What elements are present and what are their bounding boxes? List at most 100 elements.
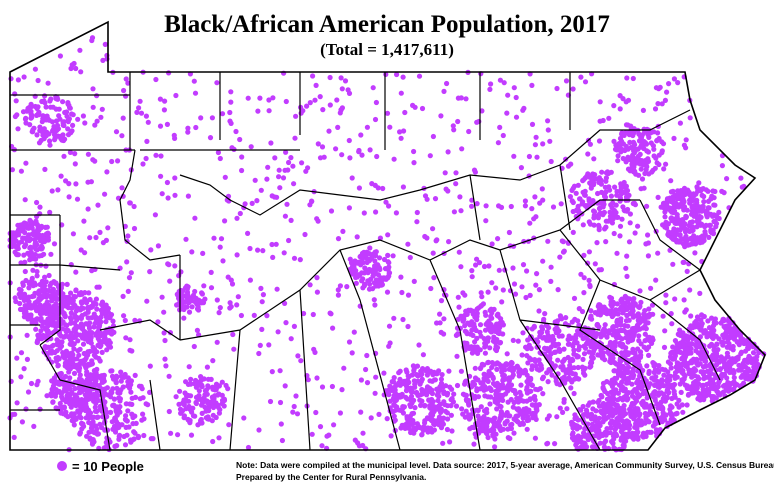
dot <box>626 317 632 323</box>
dot <box>97 338 103 344</box>
dot <box>245 95 251 101</box>
dot <box>248 144 254 150</box>
dot <box>490 374 496 380</box>
dot <box>491 427 497 433</box>
dot <box>474 256 480 262</box>
dot <box>228 99 234 105</box>
dot <box>662 224 668 230</box>
dot <box>707 380 713 386</box>
dot <box>440 384 446 390</box>
dot <box>610 392 616 398</box>
dot <box>600 350 606 356</box>
dot <box>687 287 693 293</box>
dot <box>601 440 607 446</box>
dot <box>485 434 491 441</box>
dot <box>616 141 622 147</box>
dot <box>738 351 744 357</box>
dot <box>498 385 504 391</box>
dot <box>612 431 618 437</box>
dot <box>183 236 189 242</box>
dot <box>642 410 649 417</box>
dot <box>505 426 511 432</box>
dot <box>484 406 490 412</box>
dot <box>670 209 677 216</box>
dot <box>43 104 49 110</box>
dot <box>335 287 341 293</box>
dot <box>671 204 677 210</box>
dot <box>387 398 393 404</box>
dot <box>33 326 39 332</box>
dot <box>115 158 121 164</box>
dot <box>685 392 692 398</box>
dot <box>669 395 675 402</box>
dot <box>661 372 667 378</box>
dot <box>653 85 660 91</box>
dot <box>664 89 670 95</box>
dot <box>487 401 493 407</box>
dot <box>741 380 747 386</box>
dot <box>372 258 378 264</box>
dot <box>68 320 74 326</box>
dot <box>483 377 489 383</box>
dot <box>143 155 149 162</box>
dot <box>32 241 38 247</box>
dot <box>168 430 174 436</box>
dot <box>548 158 554 165</box>
dot <box>725 339 731 345</box>
dot <box>558 201 564 207</box>
dot <box>693 367 699 373</box>
dot <box>508 203 514 210</box>
dot <box>89 37 95 44</box>
dot <box>264 176 270 182</box>
dot <box>750 356 757 362</box>
dot <box>39 98 45 105</box>
dot <box>500 392 506 399</box>
dot <box>466 416 472 422</box>
dot <box>162 337 168 344</box>
dot <box>656 384 662 390</box>
dot <box>637 393 643 399</box>
dot <box>662 214 668 220</box>
dot <box>116 436 122 442</box>
dot <box>267 398 274 405</box>
dot <box>129 348 135 354</box>
dot <box>94 118 100 124</box>
dot <box>454 353 460 359</box>
dot <box>23 120 29 126</box>
dot <box>595 343 601 350</box>
dot <box>680 333 686 339</box>
dot <box>342 78 349 84</box>
dot <box>127 200 133 206</box>
dot <box>385 266 391 273</box>
dot <box>630 314 636 320</box>
dot <box>473 262 479 268</box>
dot <box>614 250 620 256</box>
dot <box>615 390 622 396</box>
dot <box>455 331 461 337</box>
dot <box>567 194 574 200</box>
dot <box>529 82 535 88</box>
dot <box>50 342 56 348</box>
dot <box>444 410 450 416</box>
dot <box>359 152 365 158</box>
dot <box>660 313 666 319</box>
dot <box>28 380 35 387</box>
dot <box>585 338 591 344</box>
dot <box>666 81 672 87</box>
dot <box>44 325 50 331</box>
dot <box>459 146 465 152</box>
dot <box>656 363 662 369</box>
dot <box>663 300 669 306</box>
dot <box>438 113 444 119</box>
dot <box>411 378 417 384</box>
dot <box>368 415 374 421</box>
dot <box>668 178 674 184</box>
dot <box>575 417 581 423</box>
dot <box>108 409 114 415</box>
dot <box>414 372 420 378</box>
dot <box>636 338 642 344</box>
dot <box>315 218 321 224</box>
dot <box>694 185 701 191</box>
dot <box>196 388 202 394</box>
dot <box>433 371 439 377</box>
